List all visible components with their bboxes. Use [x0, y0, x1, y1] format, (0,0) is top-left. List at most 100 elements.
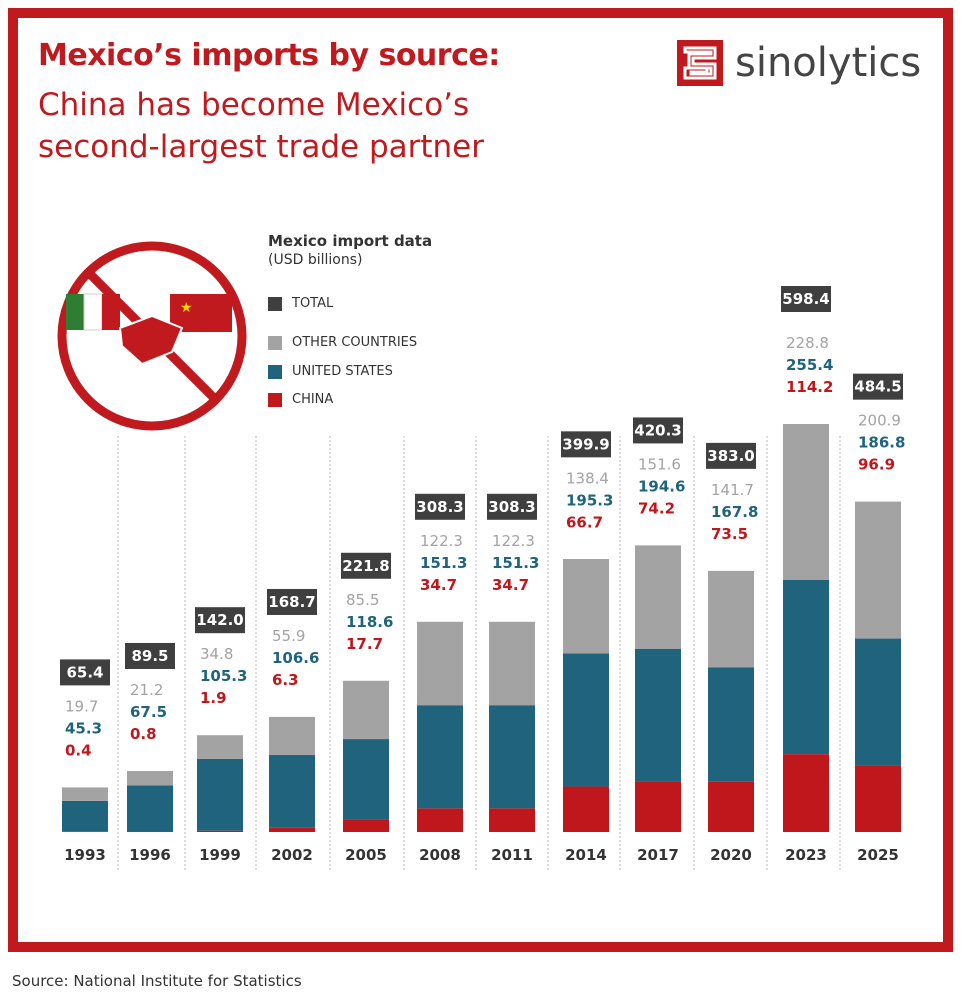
legend-swatch	[268, 392, 282, 407]
bar-segment-united-states	[783, 580, 829, 755]
x-tick-label: 2005	[345, 846, 387, 864]
legend-label: UNITED STATES	[292, 364, 393, 379]
data-label-other-countries: 200.9	[858, 412, 901, 430]
total-label: 168.7	[268, 593, 315, 611]
data-label-other-countries: 19.7	[65, 697, 98, 715]
logo-text: sinolytics	[735, 40, 922, 86]
legend-item-total: TOTAL	[268, 296, 333, 311]
source-note: Source: National Institute for Statistic…	[12, 972, 302, 990]
legend: Mexico import data (USD billions) TOTAL …	[268, 232, 433, 407]
legend-label: CHINA	[292, 392, 334, 407]
chart-subtitle: China has become Mexico’s second-largest…	[38, 87, 485, 165]
sinolytics-logo: sinolytics	[677, 40, 921, 86]
total-label-box	[415, 493, 465, 520]
bar-segment-united-states	[855, 638, 901, 766]
data-label-other-countries: 122.3	[492, 532, 535, 550]
bar-segment-other-countries	[855, 501, 901, 639]
chart-title: Mexico’s imports by source:	[38, 38, 500, 73]
total-label-box	[561, 431, 611, 458]
data-label-china: 6.3	[272, 671, 299, 689]
bar-segment-united-states	[62, 800, 108, 832]
data-label-other-countries: 122.3	[420, 532, 463, 550]
bar-segment-china	[269, 827, 315, 832]
total-label-box	[633, 417, 683, 444]
total-label: 383.0	[707, 447, 754, 465]
total-label: 399.9	[562, 435, 609, 453]
data-label-united-states: 105.3	[200, 667, 247, 685]
bar-segment-united-states	[708, 667, 754, 782]
bar-segment-china	[563, 786, 609, 832]
total-label: 308.3	[488, 498, 535, 516]
data-label-china: 0.4	[65, 741, 92, 759]
total-label-box	[781, 286, 831, 312]
x-tick-label: 2002	[271, 846, 313, 864]
bar-segment-china	[708, 781, 754, 832]
total-label: 221.8	[342, 557, 389, 575]
bar-segment-china	[635, 781, 681, 832]
data-label-united-states: 167.8	[711, 503, 758, 521]
data-label-china: 0.8	[130, 725, 157, 743]
data-label-china: 114.2	[786, 378, 833, 396]
data-label-china: 73.5	[711, 525, 748, 543]
total-label: 484.5	[854, 378, 901, 396]
data-label-other-countries: 151.6	[638, 455, 681, 473]
legend-label: OTHER COUNTRIES	[292, 335, 418, 350]
bar-segment-other-countries	[343, 680, 389, 740]
legend-title: Mexico import data	[268, 232, 433, 250]
total-label-box	[706, 442, 756, 469]
legend-item-us: UNITED STATES	[268, 364, 393, 379]
svg-text:★: ★	[180, 300, 193, 316]
legend-swatch	[268, 364, 282, 379]
bar-segment-united-states	[489, 705, 535, 809]
data-label-china: 1.9	[200, 689, 227, 707]
bar-segment-united-states	[127, 785, 173, 832]
bar-segment-china	[343, 819, 389, 832]
x-tick-label: 2020	[710, 846, 752, 864]
total-label-box	[195, 607, 245, 634]
x-tick-label: 1996	[129, 846, 171, 864]
bar-segment-china	[127, 831, 173, 832]
maze-logo-icon	[677, 40, 723, 86]
total-label-box	[60, 659, 110, 686]
x-tick-label: 2017	[637, 846, 679, 864]
bar-segment-other-countries	[563, 559, 609, 654]
total-label-box	[125, 642, 175, 669]
data-label-united-states: 151.3	[492, 554, 539, 572]
data-label-other-countries: 85.5	[346, 591, 379, 609]
bar-segment-china	[417, 808, 463, 832]
bar-segment-united-states	[343, 739, 389, 820]
chart-frame	[8, 8, 953, 952]
bar-segment-china	[489, 808, 535, 832]
data-label-china: 34.7	[420, 576, 457, 594]
x-tick-label: 2014	[565, 846, 607, 864]
legend-item-other: OTHER COUNTRIES	[268, 335, 417, 350]
total-label-box	[853, 373, 903, 400]
bar-segment-other-countries	[127, 770, 173, 786]
total-label: 598.4	[782, 290, 829, 308]
data-label-united-states: 195.3	[566, 491, 613, 509]
x-tick-label: 2011	[491, 846, 533, 864]
data-label-united-states: 194.6	[638, 477, 685, 495]
legend-swatch	[268, 335, 282, 350]
total-label: 142.0	[196, 611, 243, 629]
data-label-united-states: 45.3	[65, 719, 102, 737]
bar-segment-united-states	[197, 758, 243, 831]
data-label-china: 74.2	[638, 499, 675, 517]
bar-segment-united-states	[563, 653, 609, 787]
data-label-united-states: 118.6	[346, 613, 393, 631]
data-label-china: 17.7	[346, 635, 383, 653]
x-tick-label: 1993	[64, 846, 106, 864]
bar-segment-china	[197, 830, 243, 832]
data-label-other-countries: 228.8	[786, 334, 829, 352]
x-tick-label: 2023	[785, 846, 827, 864]
data-label-other-countries: 55.9	[272, 627, 305, 645]
handshake-icon: ★	[57, 241, 247, 431]
bar-segment-other-countries	[269, 716, 315, 756]
bar-segment-united-states	[635, 648, 681, 782]
total-label-box	[487, 493, 537, 520]
total-label: 420.3	[634, 421, 681, 439]
data-label-other-countries: 21.2	[130, 681, 163, 699]
total-label-box	[341, 552, 391, 579]
data-label-united-states: 255.4	[786, 356, 833, 374]
data-label-united-states: 186.8	[858, 434, 905, 452]
